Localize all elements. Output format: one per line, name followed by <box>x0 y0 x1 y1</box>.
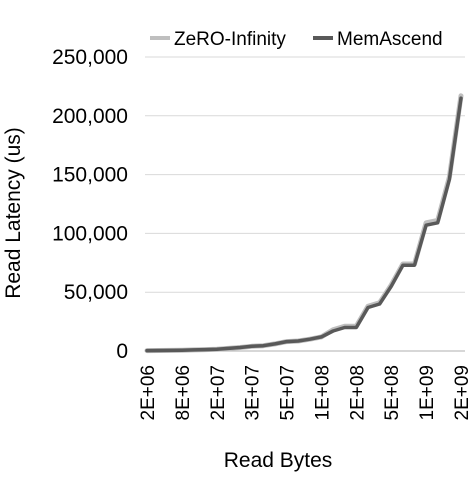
x-axis-ticks: 2E+06 8E+06 2E+07 3E+07 5E+07 1E+08 2E+08 5E+08… <box>138 365 470 420</box>
y-tick-label: 250,000 <box>52 46 128 69</box>
legend-label-memascend: MemAscend <box>337 29 443 50</box>
x-tick-label: 2E+09 <box>452 365 470 420</box>
x-tick-label: 1E+08 <box>312 365 333 420</box>
y-axis-ticks: 0 50,000 100,000 150,000 200,000 250,000 <box>52 46 128 363</box>
x-tick-label: 8E+06 <box>173 365 194 420</box>
x-tick-label: 2E+06 <box>138 365 159 420</box>
gridlines <box>145 56 465 293</box>
x-tick-label: 2E+08 <box>347 365 368 420</box>
y-axis-title: Read Latency (us) <box>2 127 25 299</box>
legend-label-zero-infinity: ZeRO-Infinity <box>174 29 286 50</box>
y-tick-label: 0 <box>116 340 128 363</box>
x-tick-label: 2E+07 <box>208 365 229 420</box>
y-tick-label: 150,000 <box>52 164 128 187</box>
x-tick-label: 5E+08 <box>382 365 403 420</box>
series-line-zero-infinity <box>144 93 464 354</box>
legend: ZeRO-Infinity MemAscend <box>150 29 443 50</box>
y-tick-label: 200,000 <box>52 105 128 128</box>
y-tick-label: 50,000 <box>64 281 128 304</box>
x-axis-title: Read Bytes <box>224 449 333 472</box>
y-tick-label: 100,000 <box>52 222 128 245</box>
x-tick-label: 1E+09 <box>417 365 438 420</box>
series-line-memascend <box>145 96 463 353</box>
x-tick-label: 3E+07 <box>243 365 264 420</box>
x-tick-label: 5E+07 <box>278 365 299 420</box>
series-lines <box>144 93 464 354</box>
